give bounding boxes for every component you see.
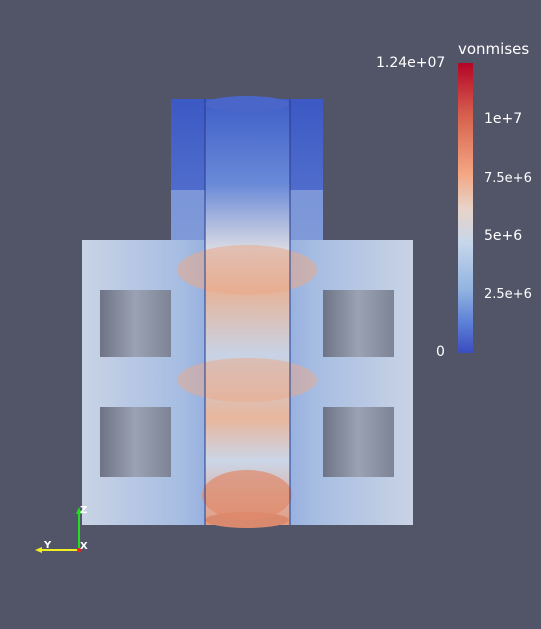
legend-title: vonmises — [458, 40, 530, 58]
legend-tick-2: 7.5e+6 — [484, 171, 532, 186]
hole-upper-right — [323, 290, 394, 357]
legend-max-label: 1.24e+07 — [376, 55, 446, 71]
orientation-axes — [35, 507, 82, 553]
axis-z-label: Z — [80, 505, 88, 516]
legend-tick-4: 2.5e+6 — [484, 287, 532, 302]
legend-tick-1: 1e+7 — [484, 111, 523, 127]
axis-x-label: X — [80, 541, 88, 552]
hole-upper-left — [100, 290, 171, 357]
legend-tick-3: 5e+6 — [484, 228, 523, 244]
color-legend-bar[interactable] — [458, 63, 473, 353]
central-bore — [205, 99, 290, 525]
hole-lower-right — [323, 407, 394, 477]
axis-y-label: Y — [44, 540, 52, 551]
hole-lower-left — [100, 407, 171, 477]
legend-min-label: 0 — [436, 344, 445, 360]
